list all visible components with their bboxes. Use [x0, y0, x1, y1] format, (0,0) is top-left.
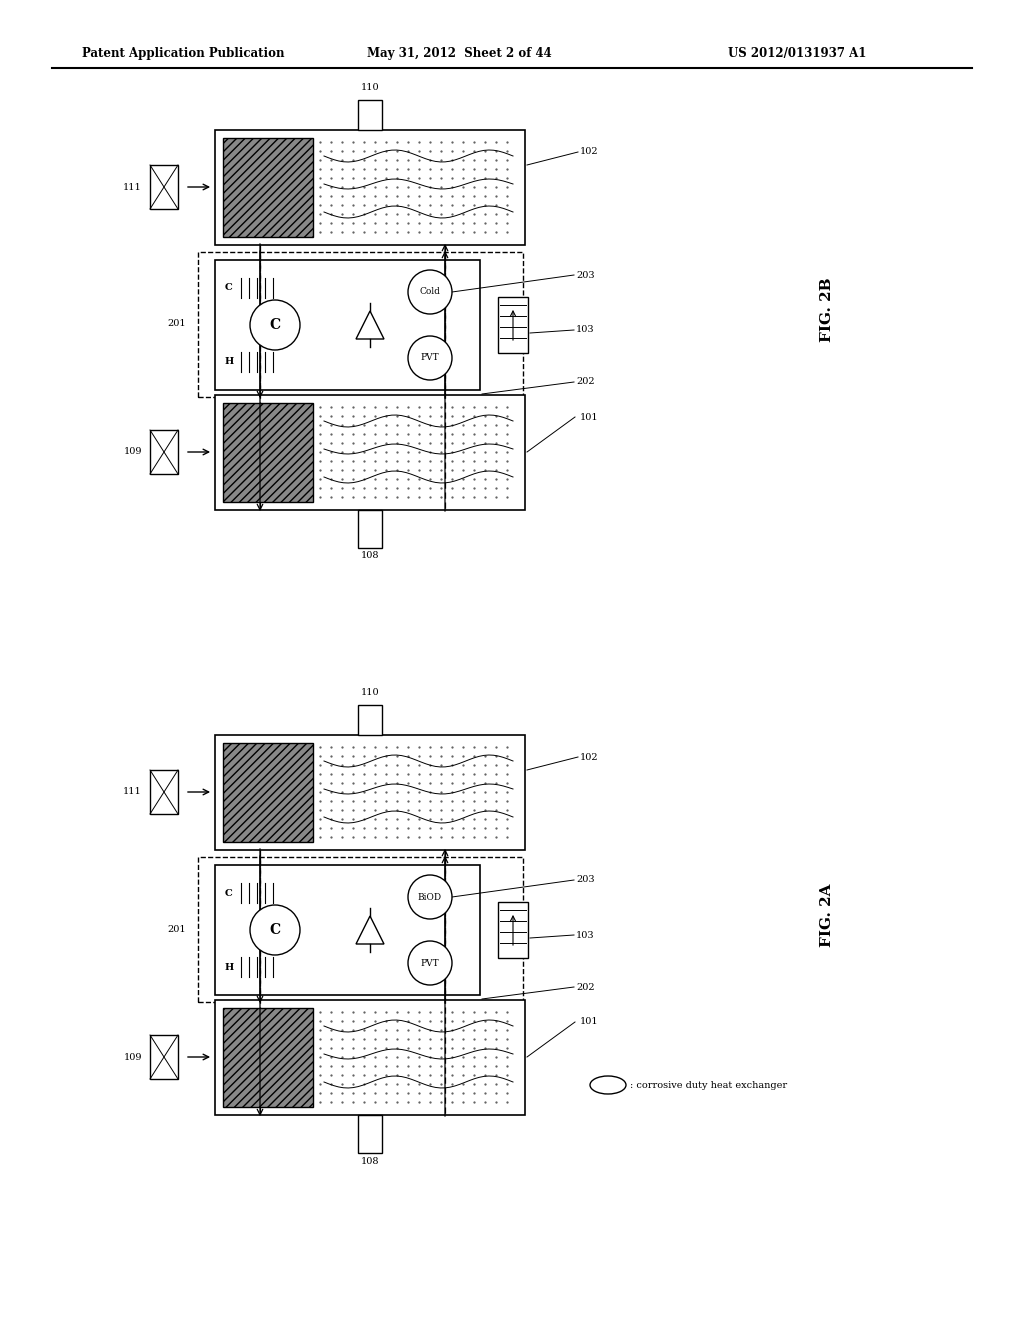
Text: 201: 201 — [167, 924, 186, 933]
Bar — [358, 100, 382, 129]
Text: 202: 202 — [575, 378, 595, 387]
Text: H: H — [225, 358, 234, 367]
Circle shape — [408, 271, 452, 314]
Text: 101: 101 — [580, 1018, 599, 1027]
Bar — [223, 139, 313, 238]
Text: 102: 102 — [580, 148, 599, 157]
Text: 108: 108 — [360, 1156, 379, 1166]
Bar — [215, 129, 525, 246]
Text: 103: 103 — [575, 326, 595, 334]
Text: H: H — [225, 962, 234, 972]
Text: FIG. 2B: FIG. 2B — [820, 277, 834, 342]
Bar — [215, 260, 480, 389]
Polygon shape — [356, 312, 384, 339]
Text: Cold: Cold — [420, 288, 440, 297]
Text: Patent Application Publication: Patent Application Publication — [82, 46, 285, 59]
Text: C: C — [225, 284, 232, 293]
Text: 109: 109 — [124, 1052, 142, 1061]
Text: C: C — [269, 923, 281, 937]
Bar — [198, 252, 523, 397]
Bar — [358, 1115, 382, 1152]
Text: 201: 201 — [167, 319, 186, 329]
Ellipse shape — [590, 1076, 626, 1094]
Bar — [223, 1008, 313, 1107]
Bar — [498, 297, 528, 352]
Circle shape — [250, 906, 300, 954]
Text: 203: 203 — [575, 875, 595, 884]
Text: 202: 202 — [575, 982, 595, 991]
Circle shape — [250, 300, 300, 350]
Text: 111: 111 — [123, 182, 142, 191]
Circle shape — [408, 941, 452, 985]
Bar — [215, 1001, 525, 1115]
Text: 111: 111 — [123, 788, 142, 796]
Text: C: C — [269, 318, 281, 333]
Text: : corrosive duty heat exchanger: : corrosive duty heat exchanger — [630, 1081, 787, 1089]
Bar — [223, 403, 313, 502]
Text: PVT: PVT — [421, 958, 439, 968]
Text: 109: 109 — [124, 447, 142, 457]
Bar — [223, 743, 313, 842]
Text: BiOD: BiOD — [418, 892, 442, 902]
Text: C: C — [225, 888, 232, 898]
Text: FIG. 2A: FIG. 2A — [820, 883, 834, 946]
Bar — [150, 430, 178, 474]
Polygon shape — [356, 916, 384, 944]
Text: 102: 102 — [580, 752, 599, 762]
Bar — [358, 510, 382, 548]
Text: May 31, 2012  Sheet 2 of 44: May 31, 2012 Sheet 2 of 44 — [367, 46, 552, 59]
Bar — [198, 857, 523, 1002]
Text: 108: 108 — [360, 552, 379, 561]
Text: 101: 101 — [580, 412, 599, 421]
Text: 203: 203 — [575, 271, 595, 280]
Bar — [150, 1035, 178, 1078]
Bar — [358, 705, 382, 735]
Circle shape — [408, 875, 452, 919]
Text: 103: 103 — [575, 931, 595, 940]
Text: PVT: PVT — [421, 354, 439, 363]
Bar — [215, 395, 525, 510]
Text: 110: 110 — [360, 83, 379, 92]
Bar — [498, 902, 528, 958]
Bar — [215, 865, 480, 995]
Text: 110: 110 — [360, 688, 379, 697]
Circle shape — [408, 337, 452, 380]
Text: US 2012/0131937 A1: US 2012/0131937 A1 — [728, 46, 866, 59]
Bar — [215, 735, 525, 850]
Bar — [150, 165, 178, 209]
Bar — [150, 770, 178, 814]
